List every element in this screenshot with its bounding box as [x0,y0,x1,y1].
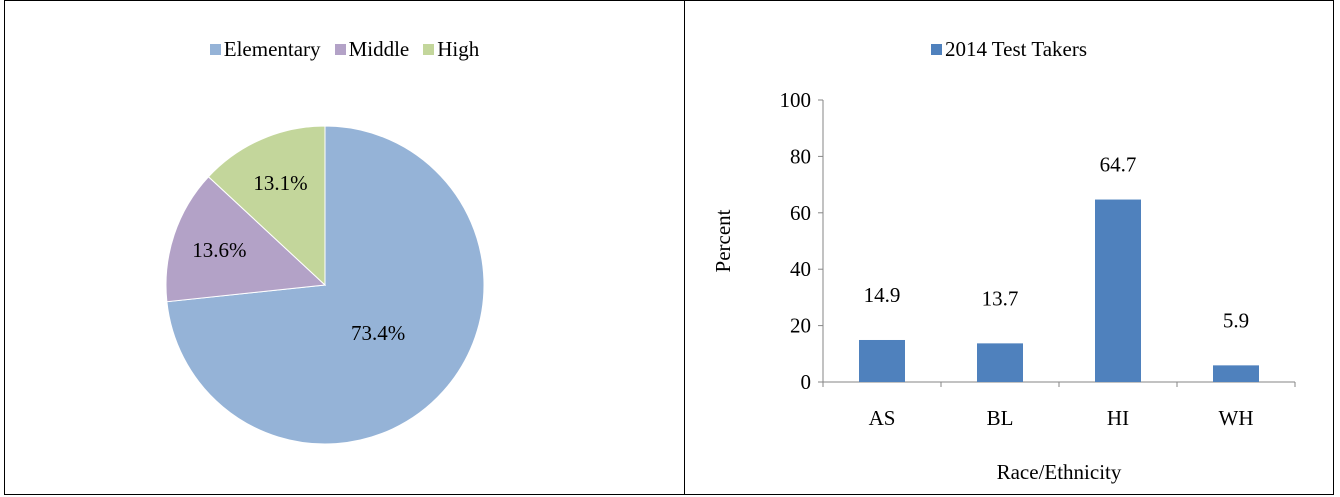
y-tick-label-60: 60 [790,201,811,225]
legend-swatch-elementary [209,43,221,55]
bar-as [859,339,905,382]
legend-label-2014-test-takers: 2014 Test Takers [944,37,1088,61]
pie-chart-panel: Elementary Middle High 73.4% 13.6% 13.1% [4,0,685,495]
data-label-wh: 5.9 [1223,308,1249,332]
pie-slice-middle [165,176,327,303]
pie-data-label-high: 13.1% [253,171,307,195]
pie-chart: 73.4% 13.6% 13.1% [165,125,485,445]
legend-item-elementary: Elementary [209,37,321,61]
pie-data-label-elementary: 73.4% [351,321,405,345]
data-label-hi: 64.7 [1100,153,1137,177]
data-label-bl: 13.7 [982,286,1019,310]
data-label-as: 14.9 [864,283,901,307]
legend-swatch-2014-test-takers [930,43,942,55]
legend-item-middle: Middle [334,37,410,61]
y-tick-label-100: 100 [780,88,812,112]
bar-hi [1095,199,1141,382]
pie-legend: Elementary Middle High [5,37,684,61]
bar-wh [1213,365,1259,382]
y-tick-label-80: 80 [790,144,811,168]
y-axis-title: Percent [711,209,735,272]
y-tick-label-40: 40 [790,257,811,281]
bar-bl [977,343,1023,382]
legend-label-middle: Middle [348,37,410,61]
legend-item-high: High [423,37,479,61]
x-tick-label-bl: BL [987,406,1014,430]
bar-chart: 0 20 40 60 80 100 14.9 AS 13.7 BL 64.7 HI 5.9 WH Race/… [711,88,1296,484]
y-tick-label-0: 0 [801,370,812,394]
bar-legend: 2014 Test Takers [685,37,1333,61]
y-tick-label-20: 20 [790,314,811,338]
pie-slice-high [207,125,326,287]
x-axis-title: Race/Ethnicity [997,460,1122,484]
legend-label-high: High [437,37,480,61]
x-tick-label-hi: HI [1107,406,1129,430]
legend-swatch-high [423,43,435,55]
pie-data-label-middle: 13.6% [192,238,246,262]
x-tick-label-as: AS [869,406,896,430]
legend-label-elementary: Elementary [223,37,321,61]
legend-swatch-middle [334,43,346,55]
legend-item-2014-test-takers: 2014 Test Takers [930,37,1088,61]
x-tick-label-wh: WH [1219,406,1254,430]
bar-chart-panel: 2014 Test Takers 0 20 40 60 80 100 14.9 AS 13.7 B… [684,0,1334,495]
